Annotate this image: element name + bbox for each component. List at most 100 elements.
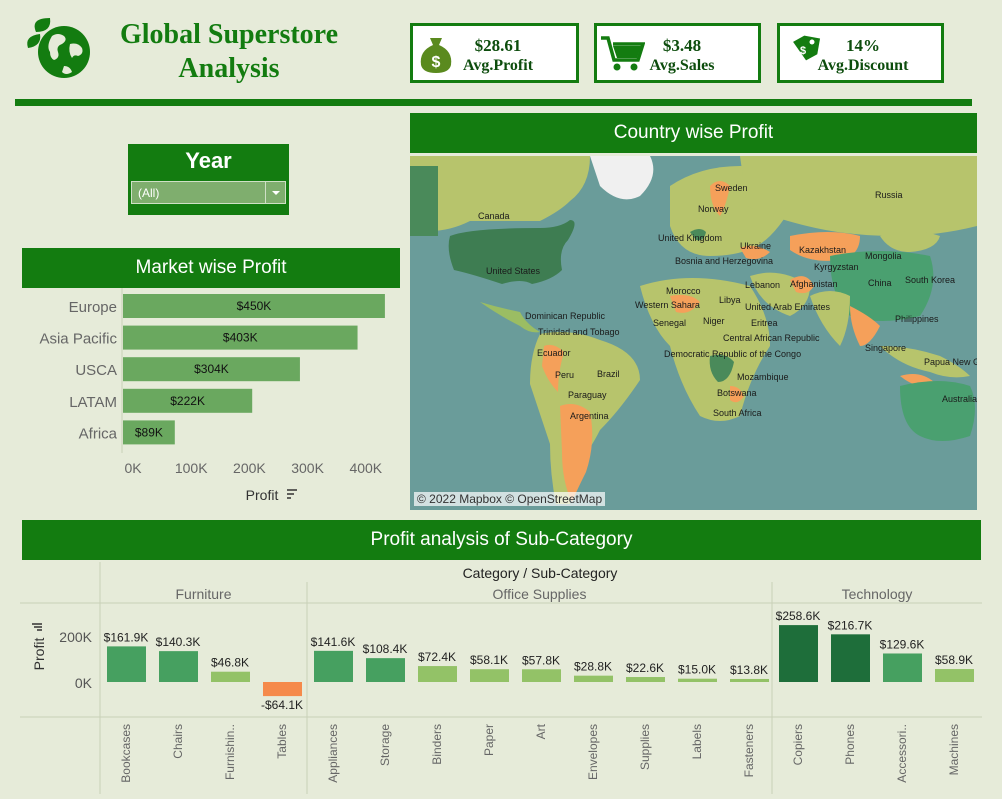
subcategory-tick-label: Paper [482, 724, 496, 756]
subcategory-tick-label: Bookcases [119, 724, 133, 783]
country-profit-map[interactable]: Russia Canada United States Sweden Norway Uni… [410, 156, 985, 510]
map-country-label: Democratic Republic of the Congo [664, 349, 801, 359]
map-country-label: Bosnia and Herzegovina [675, 256, 773, 266]
subcategory-bar-label: $72.4K [418, 650, 456, 664]
subcategory-bar[interactable] [159, 651, 198, 682]
subcategory-bar[interactable] [678, 678, 717, 682]
map-attribution: © 2022 Mapbox © OpenStreetMap [414, 492, 606, 506]
price-tag-icon: $ [793, 35, 821, 61]
subcategory-bar[interactable] [470, 669, 509, 682]
market-bar-label: $450K [237, 299, 272, 313]
market-bar-label: $89K [135, 425, 163, 439]
market-category-label: Africa [79, 425, 118, 442]
subcategory-bar-label: $58.9K [935, 653, 973, 667]
subcategory-tick-label: Binders [430, 724, 444, 765]
market-category-label: LATAM [69, 394, 117, 411]
dashboard-title: Global Superstore Analysis [104, 18, 354, 86]
subcategory-bar[interactable] [522, 669, 561, 682]
map-country-label: Libya [719, 295, 741, 305]
kpi-avg-profit: $ $28.61 Avg.Profit [410, 23, 579, 83]
map-country-label: United States [486, 266, 541, 276]
subcategory-bar-label: -$64.1K [261, 698, 303, 712]
map-country-label: Western Sahara [635, 300, 700, 310]
category-label: Furniture [175, 586, 231, 602]
map-country-label: Central African Republic [723, 333, 820, 343]
market-chart-title: Market wise Profit [22, 248, 400, 288]
market-bar-label: $403K [223, 331, 258, 345]
subcategory-tick-label: Tables [275, 724, 289, 759]
kpi-avg-profit-label: Avg.Profit [462, 57, 534, 74]
market-tick-label: 0K [124, 460, 142, 476]
map-country-label: Canada [478, 211, 510, 221]
subcategory-bar[interactable] [626, 677, 665, 682]
subcategory-bar[interactable] [211, 671, 250, 682]
kpi-avg-sales: $3.48 Avg.Sales [594, 23, 761, 83]
subcategory-bar-label: $108.4K [363, 642, 408, 656]
subcategory-tick-label: 0K [75, 675, 93, 691]
subcategory-bar[interactable] [883, 653, 922, 682]
market-category-label: USCA [75, 362, 117, 379]
subcategory-bar[interactable] [730, 678, 769, 682]
subcategory-bar[interactable] [779, 625, 818, 682]
subcategory-bar[interactable] [263, 682, 302, 697]
subcategory-tick-label: Supplies [638, 724, 652, 770]
subcategory-tick-label: Fasteners [742, 724, 756, 777]
title-line-2: Analysis [178, 53, 280, 84]
subcategory-bar[interactable] [107, 646, 146, 682]
market-tick-label: 200K [233, 460, 266, 476]
subcategory-bar-label: $58.1K [470, 653, 508, 667]
year-filter: Year (All) [128, 144, 289, 215]
year-select[interactable]: (All) [131, 181, 286, 204]
market-bar[interactable] [123, 325, 358, 350]
map-svg[interactable]: Russia Canada United States Sweden Norway Uni… [410, 156, 985, 510]
market-bar[interactable] [123, 420, 175, 445]
map-title: Country wise Profit [410, 113, 977, 153]
market-bar[interactable] [123, 294, 385, 318]
chevron-down-icon[interactable] [265, 182, 285, 203]
subcategory-bar-label: $15.0K [678, 663, 716, 677]
subcategory-bar-label: $161.9K [104, 630, 149, 644]
subcategory-bar-label: $258.6K [776, 609, 821, 623]
subcategory-chart-title: Profit analysis of Sub-Category [22, 520, 981, 560]
map-country-label: Norway [698, 204, 729, 214]
sort-icon[interactable] [287, 489, 297, 499]
subcategory-bar[interactable] [418, 666, 457, 682]
subcategory-tick-label: Envelopes [586, 724, 600, 780]
market-profit-chart: Europe $450K Asia Pacific $403K USCA $304K LAT… [22, 288, 402, 508]
subcategory-axis-title: Profit [31, 638, 47, 671]
kpi-avg-discount: $ 14% Avg.Discount [777, 23, 944, 83]
map-country-label: Ukraine [740, 241, 771, 251]
category-label: Office Supplies [493, 586, 587, 602]
subcategory-bar[interactable] [831, 634, 870, 682]
subcategory-bar-label: $57.8K [522, 653, 560, 667]
category-label: Technology [842, 586, 913, 602]
map-country-label: Mozambique [737, 372, 789, 382]
map-country-label: Singapore [865, 343, 906, 353]
map-country-label: United Arab Emirates [745, 302, 831, 312]
subcategory-bar[interactable] [935, 669, 974, 682]
map-country-label: Russia [875, 190, 903, 200]
subcategory-profit-chart: Category / Sub-Category 200K 0K Profit Furni… [20, 562, 982, 794]
market-bar-label: $222K [170, 394, 205, 408]
market-category-label: Asia Pacific [39, 331, 117, 348]
map-country-label: Philippines [895, 314, 939, 324]
subcategory-bar[interactable] [314, 650, 353, 682]
subcategory-tick-label: Accessori.. [895, 724, 909, 783]
subcategory-tick-label: Art [534, 723, 548, 739]
market-bar[interactable] [123, 388, 253, 413]
sort-icon[interactable] [32, 623, 42, 631]
market-bar[interactable] [123, 357, 300, 382]
map-country-label: Papua New Gu [924, 357, 977, 367]
subcategory-bar[interactable] [574, 675, 613, 682]
market-category-label: Europe [69, 299, 117, 316]
market-tick-label: 100K [175, 460, 208, 476]
year-select-value: (All) [138, 186, 160, 200]
market-bar-label: $304K [194, 362, 229, 376]
market-axis-title: Profit [246, 487, 279, 503]
subcategory-tick-label: Phones [843, 724, 857, 765]
subcategory-bar[interactable] [366, 658, 405, 682]
subcategory-bar-label: $141.6K [311, 635, 356, 649]
map-country-label: Sweden [715, 183, 748, 193]
market-tick-label: 400K [349, 460, 382, 476]
subcategory-tick-label: Copiers [791, 724, 805, 765]
